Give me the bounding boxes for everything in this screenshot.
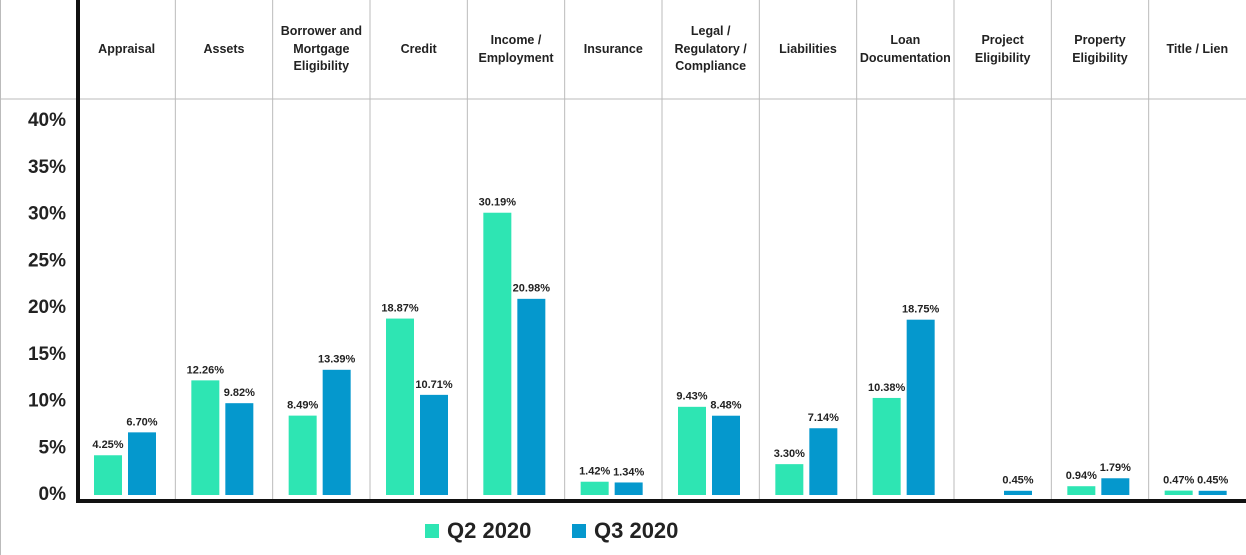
bar [191, 380, 220, 495]
value-label: 18.87% [381, 302, 419, 314]
y-tick-label: 10% [28, 391, 66, 412]
bar [128, 432, 156, 495]
value-label: 30.19% [479, 197, 517, 209]
category-label: Borrower and Mortgage Eligibility [280, 24, 362, 74]
legend-label: Q2 2020 [447, 518, 531, 543]
value-label: 20.98% [513, 283, 551, 295]
value-label: 0.45% [1197, 475, 1228, 487]
value-label: 8.49% [287, 400, 318, 412]
bar [517, 298, 546, 495]
value-label: 1.34% [613, 466, 644, 478]
value-label: 7.14% [808, 412, 839, 424]
bar [872, 397, 901, 495]
category-label: Property Eligibility [1072, 33, 1128, 65]
value-label: 9.82% [224, 387, 255, 399]
bar [809, 428, 838, 495]
bar [906, 319, 935, 495]
value-label: 9.43% [676, 391, 707, 403]
y-tick-label: 20% [28, 297, 66, 318]
y-tick-label: 15% [28, 344, 66, 365]
category-label: Liabilities [779, 41, 837, 56]
bar [678, 406, 706, 495]
category-label: Credit [400, 41, 437, 56]
bar [712, 415, 740, 495]
value-label: 1.79% [1100, 462, 1131, 474]
bar [386, 318, 414, 495]
y-tick-label: 40% [28, 110, 66, 131]
category-label: Project Eligibility [974, 33, 1031, 65]
value-label: 18.75% [902, 304, 940, 316]
y-tick-label: 0% [39, 484, 67, 505]
y-tick-label: 30% [28, 204, 66, 225]
y-tick-label: 25% [28, 250, 66, 271]
value-label: 3.30% [774, 448, 805, 460]
bar [614, 482, 643, 495]
bar [1164, 490, 1193, 495]
bar [1004, 490, 1032, 495]
category-label: Appraisal [98, 41, 156, 56]
value-label: 12.26% [187, 364, 225, 376]
value-label: 1.42% [579, 466, 610, 478]
bar [94, 455, 122, 495]
category-label: Title / Lien [1166, 41, 1229, 56]
bar [775, 464, 804, 495]
legend-swatch [572, 524, 586, 538]
value-label: 13.39% [318, 354, 356, 366]
bar [322, 369, 351, 495]
bar [420, 394, 448, 495]
bar [483, 212, 512, 495]
value-label: 0.94% [1066, 470, 1097, 482]
value-label: 0.45% [1002, 475, 1033, 487]
bar [225, 403, 254, 495]
bar [1067, 486, 1096, 495]
category-label: Legal / Regulatory / Compliance [674, 24, 747, 74]
value-label: 10.38% [868, 382, 906, 394]
bar [580, 481, 609, 495]
legend-label: Q3 2020 [594, 518, 678, 543]
y-tick-label: 35% [28, 157, 66, 178]
value-label: 4.25% [92, 439, 123, 451]
legend-swatch [425, 524, 439, 538]
value-label: 10.71% [415, 379, 453, 391]
y-tick-label: 5% [39, 437, 67, 458]
bar [1198, 490, 1227, 495]
category-label: Income / Employment [478, 33, 554, 65]
value-label: 8.48% [710, 400, 741, 412]
category-label: Assets [203, 41, 245, 56]
value-label: 0.47% [1163, 475, 1194, 487]
bar [288, 415, 317, 495]
value-label: 6.70% [126, 416, 157, 428]
bar [1101, 478, 1130, 495]
category-label: Insurance [583, 41, 643, 56]
category-label: Loan Documentation [859, 33, 951, 65]
